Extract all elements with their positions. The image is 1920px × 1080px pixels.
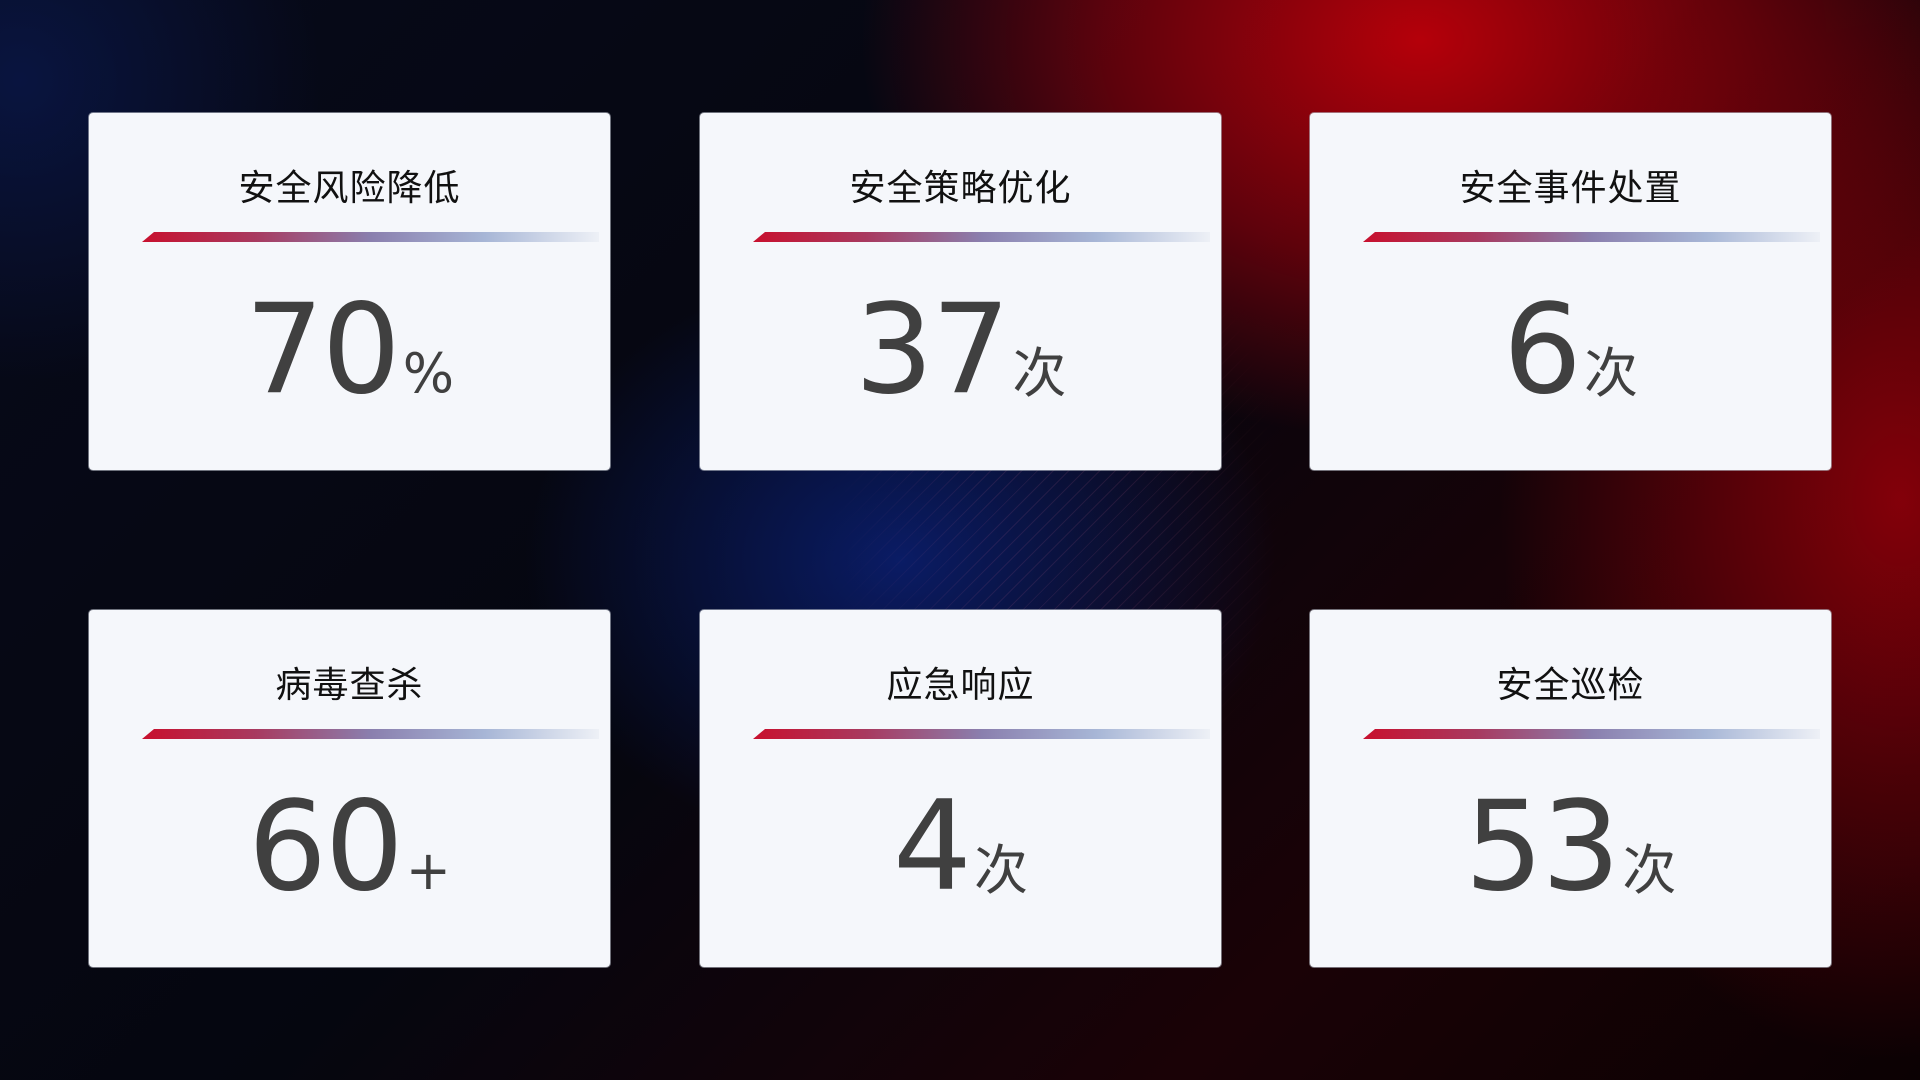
card-value: 70% (89, 278, 610, 422)
card-value: 60+ (89, 775, 610, 919)
card-divider (753, 729, 1210, 739)
stat-card-incident-handling: 安全事件处置 6次 (1310, 113, 1831, 470)
value-unit: % (402, 342, 455, 405)
value-unit: 次 (973, 839, 1028, 902)
value-number: 53 (1464, 775, 1621, 919)
card-title: 安全巡检 (1496, 665, 1645, 706)
card-value: 6次 (1310, 278, 1831, 422)
stat-card-emergency-response: 应急响应 4次 (700, 610, 1221, 967)
card-title: 安全风险降低 (238, 168, 461, 209)
card-title: 病毒查杀 (275, 665, 424, 706)
value-number: 6 (1503, 278, 1582, 422)
card-divider (753, 232, 1210, 242)
value-unit: 次 (1583, 342, 1638, 405)
card-value: 53次 (1310, 775, 1831, 919)
value-number: 4 (893, 775, 972, 919)
card-title: 应急响应 (886, 665, 1035, 706)
stat-card-policy-optimization: 安全策略优化 37次 (700, 113, 1221, 470)
stat-card-security-inspection: 安全巡检 53次 (1310, 610, 1831, 967)
stat-card-risk-reduction: 安全风险降低 70% (89, 113, 610, 470)
value-unit: + (405, 839, 452, 902)
card-value: 37次 (700, 278, 1221, 422)
card-title: 安全事件处置 (1459, 168, 1682, 209)
value-unit: 次 (1012, 342, 1067, 405)
card-divider (1363, 729, 1820, 739)
value-number: 70 (244, 278, 401, 422)
card-value: 4次 (700, 775, 1221, 919)
stat-card-virus-removal: 病毒查杀 60+ (89, 610, 610, 967)
card-title: 安全策略优化 (849, 168, 1072, 209)
value-number: 37 (854, 278, 1011, 422)
value-number: 60 (247, 775, 404, 919)
value-unit: 次 (1622, 839, 1677, 902)
card-divider (142, 232, 599, 242)
card-divider (1363, 232, 1820, 242)
card-divider (142, 729, 599, 739)
